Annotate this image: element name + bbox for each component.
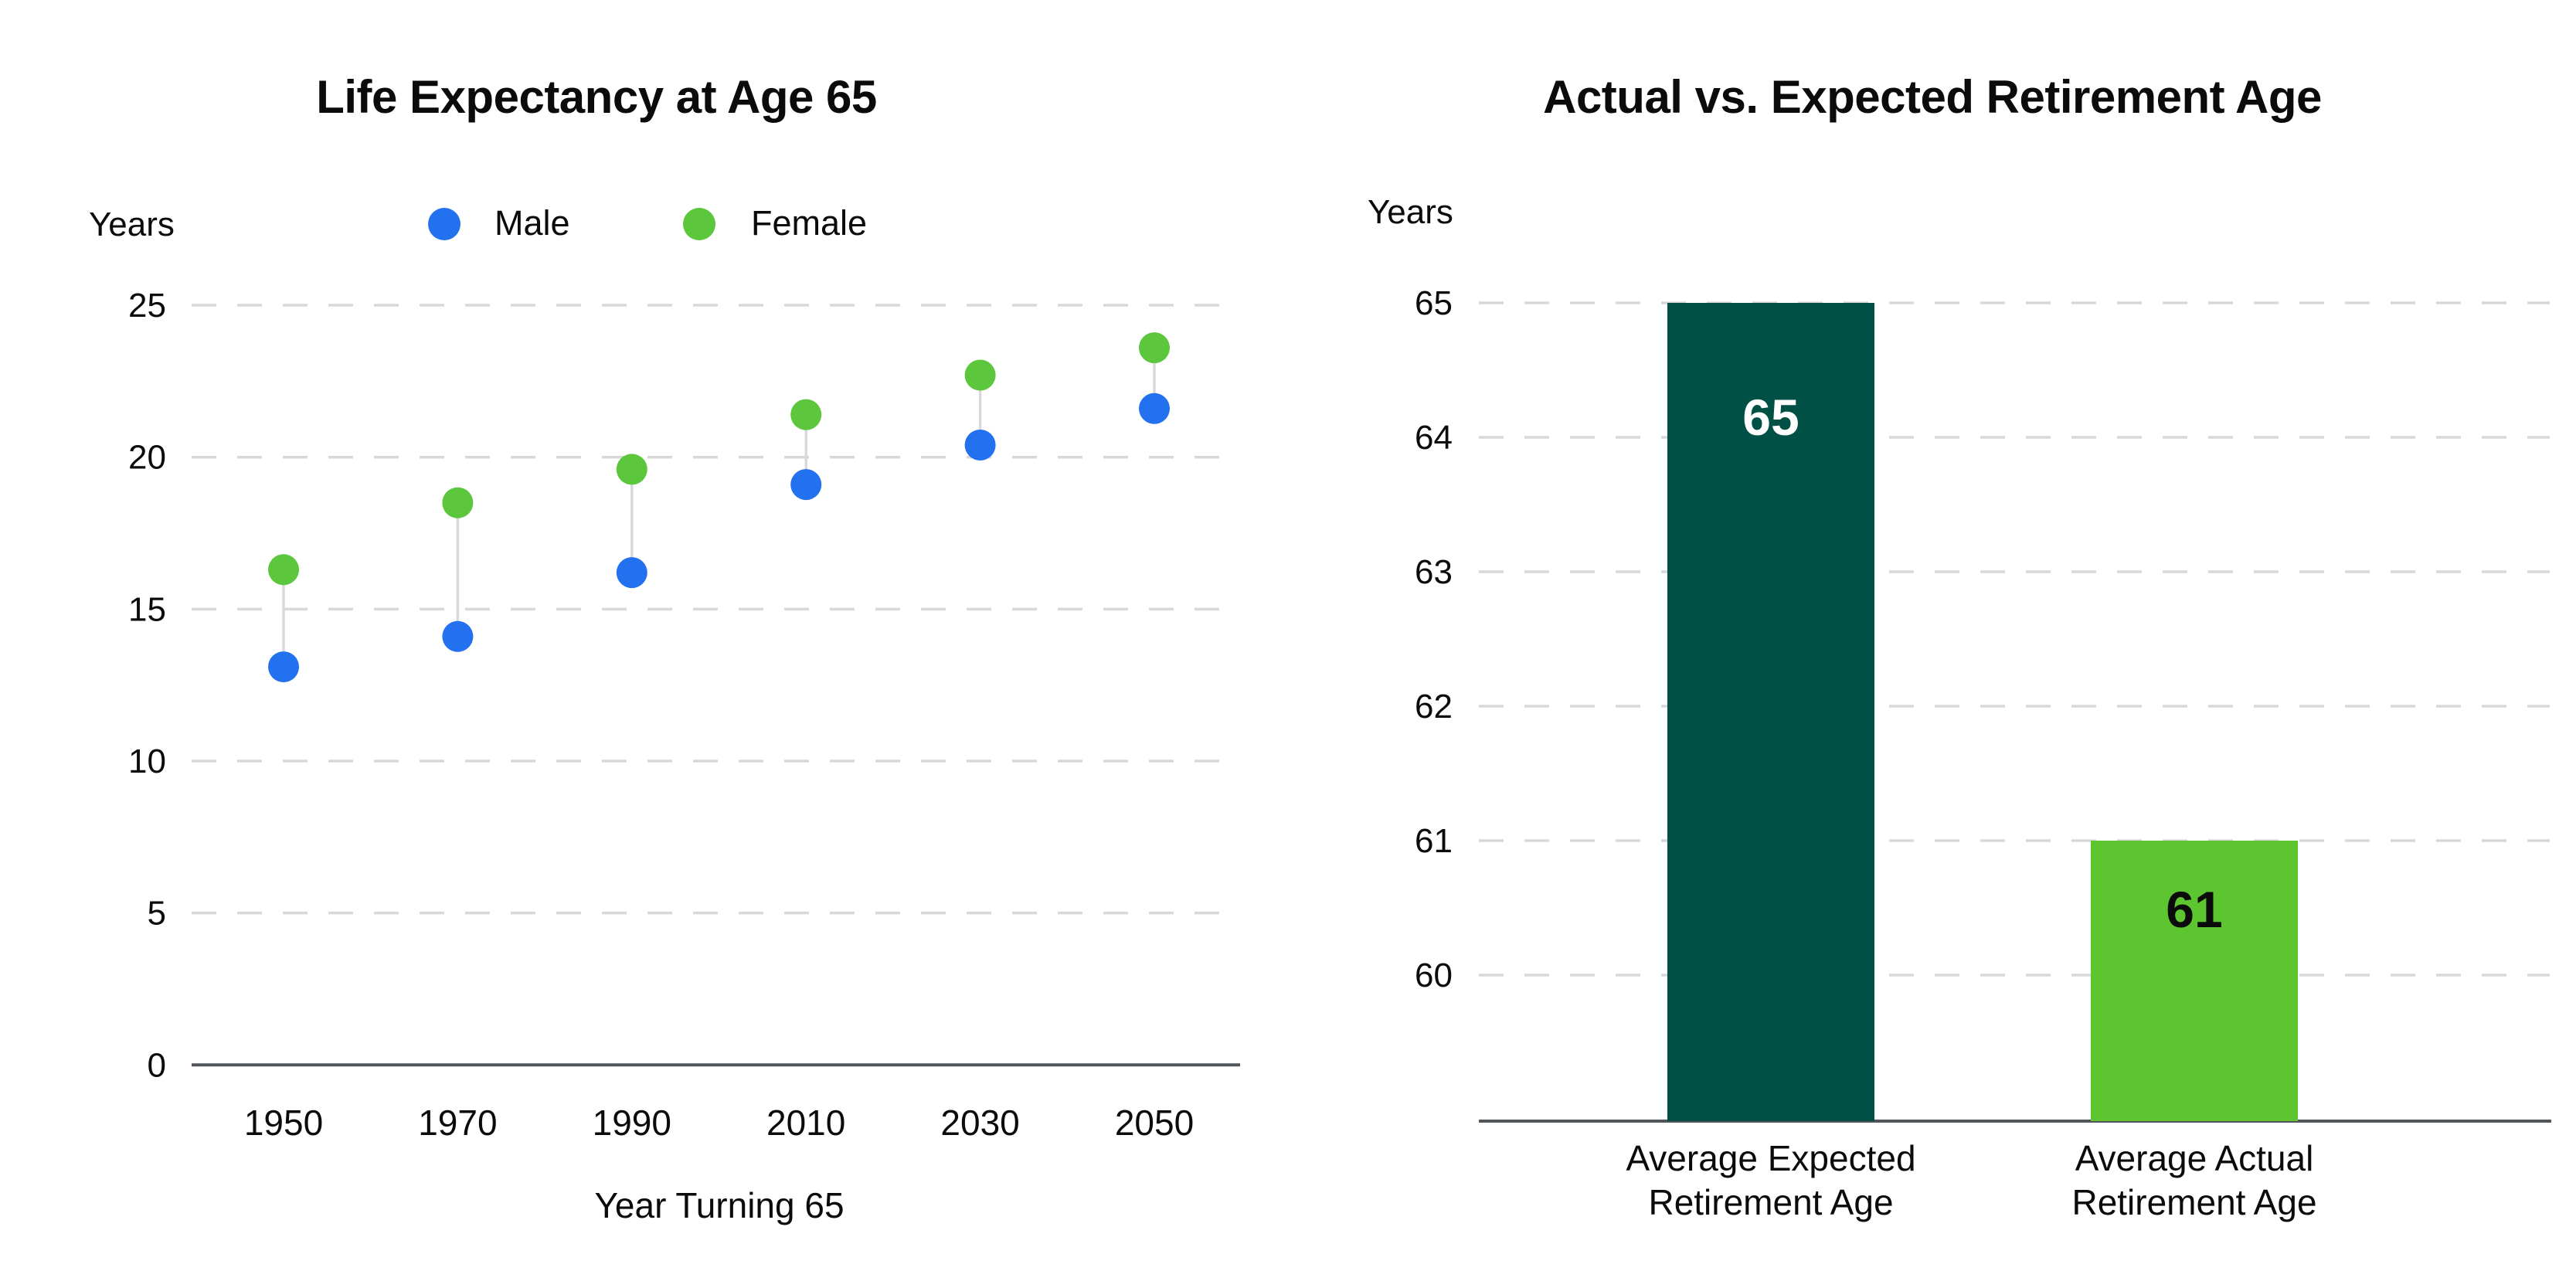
male-dot-1970 <box>442 620 474 652</box>
bar-expected-retirement-age <box>1667 303 1874 1121</box>
legend-female-label: Female <box>751 203 868 243</box>
right-y-tick-label-63: 63 <box>1415 553 1453 591</box>
left-y-tick-label-10: 10 <box>128 743 166 780</box>
male-dot-2030 <box>964 429 996 460</box>
right-y-tick-label-60: 60 <box>1415 957 1453 994</box>
right-chart-title: Actual vs. Expected Retirement Age <box>1543 71 2322 123</box>
male-dot-1990 <box>616 557 647 589</box>
right-y-tick-label-61: 61 <box>1415 822 1453 860</box>
male-dot-2050 <box>1139 393 1170 424</box>
left-y-tick-label-25: 25 <box>128 287 166 325</box>
left-y-tick-label-5: 5 <box>148 895 166 933</box>
legend-female-dot-icon <box>683 208 715 240</box>
left-y-tick-label-20: 20 <box>128 439 166 477</box>
bar-actual-retirement-age <box>2091 841 2298 1121</box>
left-x-tick-label-2010: 2010 <box>766 1103 845 1143</box>
female-dot-2050 <box>1139 332 1170 364</box>
left-chart-title: Life Expectancy at Age 65 <box>316 71 877 123</box>
right-y-tick-label-62: 62 <box>1415 688 1453 726</box>
female-dot-1950 <box>268 554 299 586</box>
male-dot-1950 <box>268 651 299 683</box>
left-y-tick-label-0: 0 <box>148 1046 166 1084</box>
left-x-tick-label-1970: 1970 <box>418 1103 497 1143</box>
left-x-tick-label-1990: 1990 <box>593 1103 671 1143</box>
female-dot-1970 <box>442 487 474 518</box>
category-label-expected: Average Expected Retirement Age <box>1626 1138 1916 1222</box>
left-y-axis-unit-label: Years <box>89 206 175 243</box>
male-dot-2010 <box>790 469 822 501</box>
right-y-axis-unit-label: Years <box>1368 193 1453 231</box>
left-x-axis-title: Year Turning 65 <box>594 1185 845 1225</box>
left-x-tick-label-2050: 2050 <box>1115 1103 1194 1143</box>
left-x-tick-label-2030: 2030 <box>940 1103 1019 1143</box>
legend-male-dot-icon <box>428 208 460 240</box>
female-dot-2030 <box>964 359 996 391</box>
legend-male-label: Male <box>494 203 570 243</box>
female-dot-2010 <box>790 399 822 430</box>
bar-value-label-65: 65 <box>1742 389 1799 446</box>
left-x-tick-label-1950: 1950 <box>244 1103 323 1143</box>
right-y-tick-label-64: 64 <box>1415 419 1453 457</box>
left-y-tick-label-15: 15 <box>128 590 166 628</box>
female-dot-1990 <box>616 454 647 485</box>
right-y-tick-label-65: 65 <box>1415 284 1453 322</box>
bar-value-label-61: 61 <box>2166 881 2222 938</box>
category-label-actual: Average Actual Retirement Age <box>2071 1138 2317 1222</box>
